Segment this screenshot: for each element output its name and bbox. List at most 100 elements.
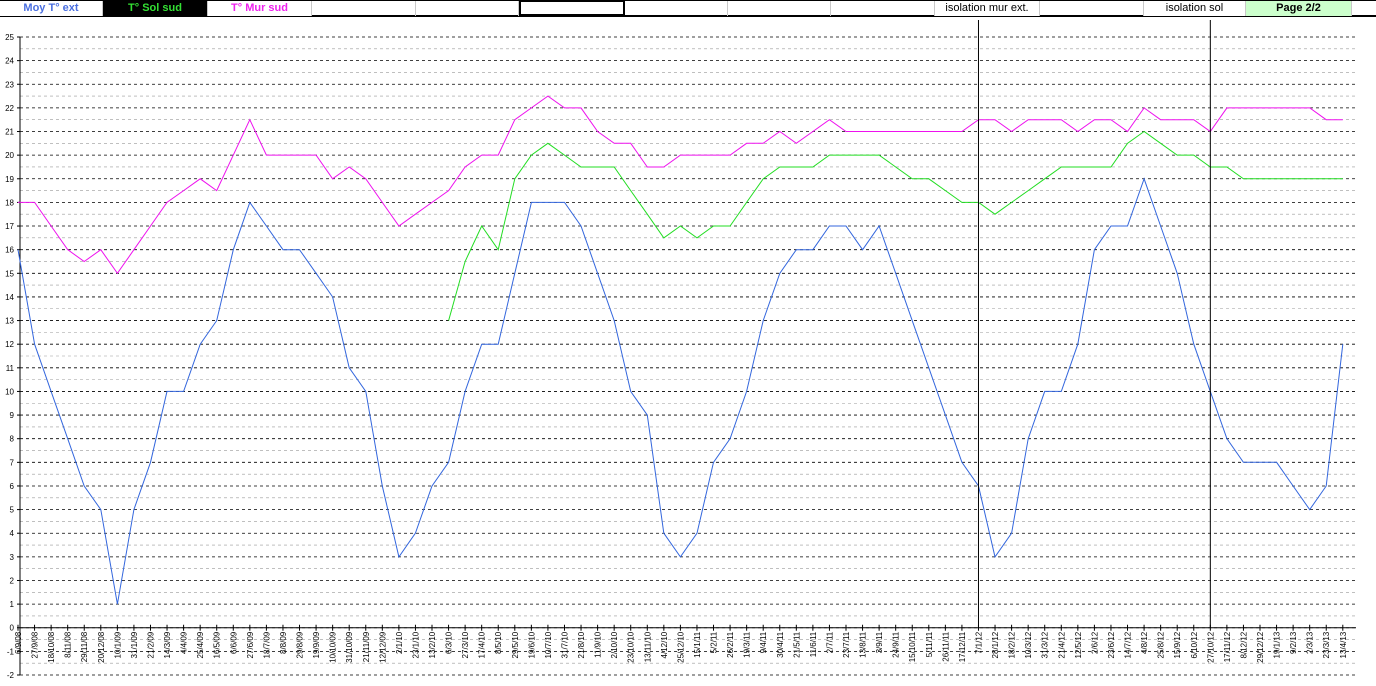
empty-cell[interactable] — [831, 1, 935, 16]
x-tick-label: 8/12/12 — [1239, 631, 1248, 658]
page-indicator[interactable]: Page 2/2 — [1246, 1, 1352, 16]
empty-cell[interactable] — [728, 1, 831, 16]
y-tick-label: 5 — [10, 506, 15, 515]
x-tick-label: 8/5/10 — [494, 631, 503, 654]
y-tick-label: 17 — [5, 222, 14, 231]
x-tick-label: 10/3/12 — [1024, 631, 1033, 658]
x-tick-label: 4/4/09 — [180, 631, 189, 654]
x-tick-label: 15/10/11 — [908, 631, 917, 662]
empty-cell[interactable] — [416, 1, 519, 16]
y-tick-label: 8 — [10, 435, 15, 444]
y-tick-label: 4 — [10, 529, 15, 538]
x-tick-label: 24/9/11 — [892, 631, 901, 658]
y-tick-label: -1 — [7, 647, 15, 656]
x-tick-label: 27/10/12 — [1206, 631, 1215, 663]
label-isolation-mur-ext[interactable]: isolation mur ext. — [935, 1, 1040, 16]
y-tick-label: 19 — [5, 175, 14, 184]
x-tick-label: 21/8/10 — [577, 631, 586, 658]
y-tick-label: 24 — [5, 57, 14, 66]
x-tick-label: 16/5/09 — [213, 631, 222, 658]
y-tick-label: 6 — [10, 482, 15, 491]
x-tick-label: 2/1/10 — [395, 631, 404, 654]
legend-t-mur-sud[interactable]: T° Mur sud — [208, 1, 312, 16]
x-tick-label: 12/5/12 — [1074, 631, 1083, 658]
x-tick-label: 6/9/08 — [14, 631, 23, 654]
x-tick-label: 17/4/10 — [478, 631, 487, 658]
y-tick-label: 21 — [5, 128, 14, 137]
x-tick-label: 7/1/12 — [974, 631, 983, 654]
x-tick-label: 19/3/11 — [743, 631, 752, 658]
x-tick-label: 15/9/12 — [1173, 631, 1182, 658]
x-tick-label: 13/11/10 — [643, 631, 652, 662]
x-tick-label: 27/3/10 — [461, 631, 470, 658]
x-tick-label: 10/10/09 — [329, 631, 338, 663]
header-row: Moy T° ext T° Sol sud T° Mur sud isolati… — [0, 0, 1376, 17]
x-tick-label: 27/6/09 — [246, 631, 255, 658]
x-tick-label: 6/10/12 — [1190, 631, 1199, 658]
empty-cell[interactable] — [625, 1, 728, 16]
x-tick-label: 5/11/11 — [925, 631, 934, 657]
x-tick-label: 19/6/10 — [527, 631, 536, 658]
x-tick-label: 2/6/12 — [1090, 631, 1099, 654]
y-tick-label: 3 — [10, 553, 15, 562]
temperature-chart: -2-1012345678910111213141516171819202122… — [5, 20, 1356, 680]
x-tick-label: 17/11/12 — [1223, 631, 1232, 662]
x-tick-label: 10/7/10 — [544, 631, 553, 658]
x-tick-label: 2/7/11 — [825, 631, 834, 653]
x-tick-label: 31/1/09 — [130, 631, 139, 658]
x-tick-label: 2/3/13 — [1306, 631, 1315, 654]
legend-moy-t-ext[interactable]: Moy T° ext — [0, 1, 103, 16]
x-tick-label: 25/4/09 — [196, 631, 205, 658]
y-tick-label: 11 — [6, 364, 15, 373]
y-tick-label: 0 — [10, 624, 15, 633]
x-tick-label: 23/7/11 — [842, 631, 851, 658]
x-tick-label: 25/8/12 — [1157, 631, 1166, 658]
x-tick-label: 6/6/09 — [229, 631, 238, 654]
y-tick-label: 1 — [10, 600, 15, 609]
x-tick-label: 26/2/11 — [726, 631, 735, 658]
x-tick-label: 19/1/13 — [1273, 631, 1282, 658]
x-tick-label: 11/9/10 — [594, 631, 603, 658]
series-line-t-mur-sud — [18, 95, 1343, 275]
x-tick-label: 10/1/09 — [113, 631, 122, 658]
x-tick-label: 25/12/10 — [676, 631, 685, 663]
x-tick-label: 4/12/10 — [660, 631, 669, 658]
y-tick-label: 2 — [10, 576, 15, 585]
x-tick-label: 12/12/09 — [378, 631, 387, 663]
x-tick-label: 29/5/10 — [511, 631, 520, 658]
x-tick-label: 15/1/11 — [693, 631, 702, 658]
x-tick-label: 8/11/08 — [64, 631, 73, 658]
x-tick-label: 18/7/09 — [262, 631, 271, 658]
x-tick-label: 21/4/12 — [1057, 631, 1066, 658]
x-tick-label: 27/9/08 — [31, 631, 40, 658]
x-tick-label: 20/12/08 — [97, 631, 106, 663]
y-tick-label: 23 — [5, 80, 14, 89]
series-line-t-sol-sud — [448, 130, 1343, 321]
x-tick-label: 9/4/11 — [759, 631, 768, 653]
x-tick-label: 31/7/10 — [560, 631, 569, 658]
y-tick-label: 18 — [5, 198, 14, 207]
x-tick-label: 26/11/11 — [941, 631, 950, 662]
x-tick-label: 2/10/10 — [610, 631, 619, 658]
empty-cell[interactable] — [312, 1, 416, 16]
legend-t-sol-sud[interactable]: T° Sol sud — [103, 1, 208, 16]
x-tick-label: 18/10/08 — [47, 631, 56, 663]
x-tick-label: 11/6/11 — [809, 631, 818, 657]
label-isolation-sol[interactable]: isolation sol — [1144, 1, 1246, 16]
y-tick-label: 13 — [5, 317, 14, 326]
y-tick-label: 12 — [5, 340, 14, 349]
x-tick-label: 31/10/09 — [345, 631, 354, 663]
selected-cell[interactable] — [519, 0, 625, 16]
x-tick-label: 17/12/11 — [958, 631, 967, 662]
x-tick-label: 3/9/11 — [875, 631, 884, 653]
empty-cell[interactable] — [1040, 1, 1144, 16]
x-tick-label: 4/8/12 — [1140, 631, 1149, 654]
x-tick-label: 21/5/11 — [792, 631, 801, 658]
x-tick-label: 30/4/11 — [776, 631, 785, 658]
x-tick-label: 14/7/12 — [1124, 631, 1133, 658]
x-tick-label: 29/8/09 — [296, 631, 305, 658]
x-tick-label: 23/10/10 — [627, 631, 636, 663]
x-tick-label: 9/2/13 — [1289, 631, 1298, 654]
y-tick-label: 16 — [5, 246, 14, 255]
x-tick-label: 14/3/09 — [163, 631, 172, 658]
